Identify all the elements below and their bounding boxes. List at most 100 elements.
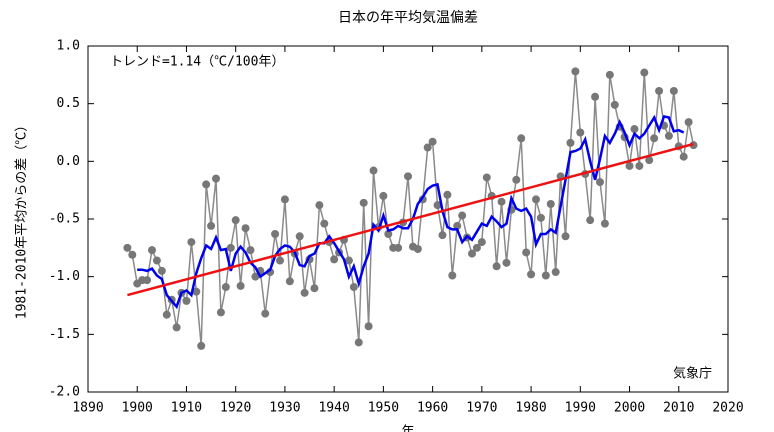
x-tick-label: 2010 [663, 401, 694, 416]
data-point [512, 175, 521, 184]
data-point [236, 281, 245, 290]
data-point [143, 276, 152, 285]
data-point [472, 243, 481, 252]
y-tick-label: 1.0 [57, 39, 80, 54]
x-tick-label: 2020 [712, 401, 743, 416]
series-line [126, 71, 695, 346]
data-point [216, 308, 225, 317]
x-tick-label: 1950 [368, 401, 399, 416]
data-point [423, 143, 432, 152]
data-point [605, 70, 614, 79]
data-point [413, 244, 422, 253]
y-tick-label: 0.5 [57, 96, 80, 111]
x-tick-label: 1920 [220, 401, 251, 416]
data-point [202, 180, 211, 189]
data-point [320, 219, 329, 228]
data-point [310, 284, 319, 293]
data-point [384, 229, 393, 238]
trend-annotation: トレンド=1.14（℃/100年） [110, 55, 284, 70]
data-point [330, 255, 339, 264]
data-point [123, 243, 132, 252]
data-point [221, 283, 230, 292]
data-point [482, 173, 491, 182]
data-point [532, 195, 540, 204]
data-point [192, 287, 201, 296]
plot-frame [87, 45, 729, 393]
data-point [492, 262, 501, 271]
data-point [433, 201, 442, 210]
data-point [586, 216, 595, 225]
data-point [551, 268, 560, 277]
data-point [610, 100, 619, 109]
data-point [231, 216, 240, 225]
source-annotation: 気象庁 [673, 366, 712, 382]
data-point [443, 190, 452, 199]
data-point [684, 118, 693, 127]
y-tick-label: -1.5 [49, 327, 80, 342]
y-tick-label: -2.0 [49, 385, 80, 400]
data-point [162, 310, 171, 319]
data-point [241, 224, 250, 233]
data-point [561, 232, 570, 241]
data-point [630, 125, 639, 134]
data-point [261, 309, 270, 318]
data-point [655, 86, 664, 95]
data-point [448, 271, 457, 280]
data-point [364, 322, 373, 331]
data-point [566, 138, 575, 147]
data-point [212, 174, 220, 183]
data-point [379, 191, 388, 200]
data-point [182, 296, 191, 305]
data-point [404, 172, 412, 181]
y-axis-label: 1981-2010年平均からの差（℃） [15, 119, 30, 319]
data-point [187, 238, 196, 247]
data-point [157, 266, 166, 275]
data-point [207, 221, 216, 230]
data-point [271, 229, 280, 238]
data-point [596, 178, 604, 187]
data-point [458, 211, 467, 220]
data-point [522, 248, 531, 257]
data-point [640, 68, 649, 77]
data-point [546, 200, 555, 209]
x-tick-label: 1990 [565, 401, 596, 416]
data-point [625, 161, 634, 170]
y-tick-label: 0.0 [57, 154, 80, 169]
data-point [280, 195, 289, 204]
data-point [285, 277, 294, 286]
y-tick-label: -0.5 [49, 212, 80, 227]
data-point [295, 232, 304, 241]
data-point [541, 271, 550, 280]
data-point [172, 323, 181, 332]
data-point [344, 256, 353, 265]
data-point [128, 250, 137, 259]
data-point [669, 86, 678, 95]
data-point [650, 134, 659, 143]
data-point [453, 221, 462, 230]
data-point [477, 238, 486, 247]
series-line [127, 142, 694, 297]
x-tick-label: 1970 [466, 401, 497, 416]
y-tick-label: -1.0 [49, 269, 80, 284]
data-point [438, 231, 447, 240]
data-point [359, 198, 368, 207]
data-point [635, 161, 644, 170]
data-point [664, 131, 673, 140]
data-point [315, 201, 324, 210]
data-point [536, 213, 545, 222]
x-tick-label: 1940 [318, 401, 349, 416]
data-point [226, 243, 235, 252]
data-point [394, 243, 403, 252]
data-point [152, 256, 161, 265]
data-point [571, 67, 580, 76]
data-point [428, 137, 437, 146]
x-tick-label: 1910 [171, 401, 202, 416]
data-point [369, 166, 378, 175]
data-point [276, 256, 284, 265]
data-point [497, 197, 506, 206]
x-tick-label: 1930 [269, 401, 300, 416]
data-point [354, 338, 363, 347]
chart-title: 日本の年平均気温偏差 [338, 10, 478, 26]
data-point [148, 246, 156, 255]
